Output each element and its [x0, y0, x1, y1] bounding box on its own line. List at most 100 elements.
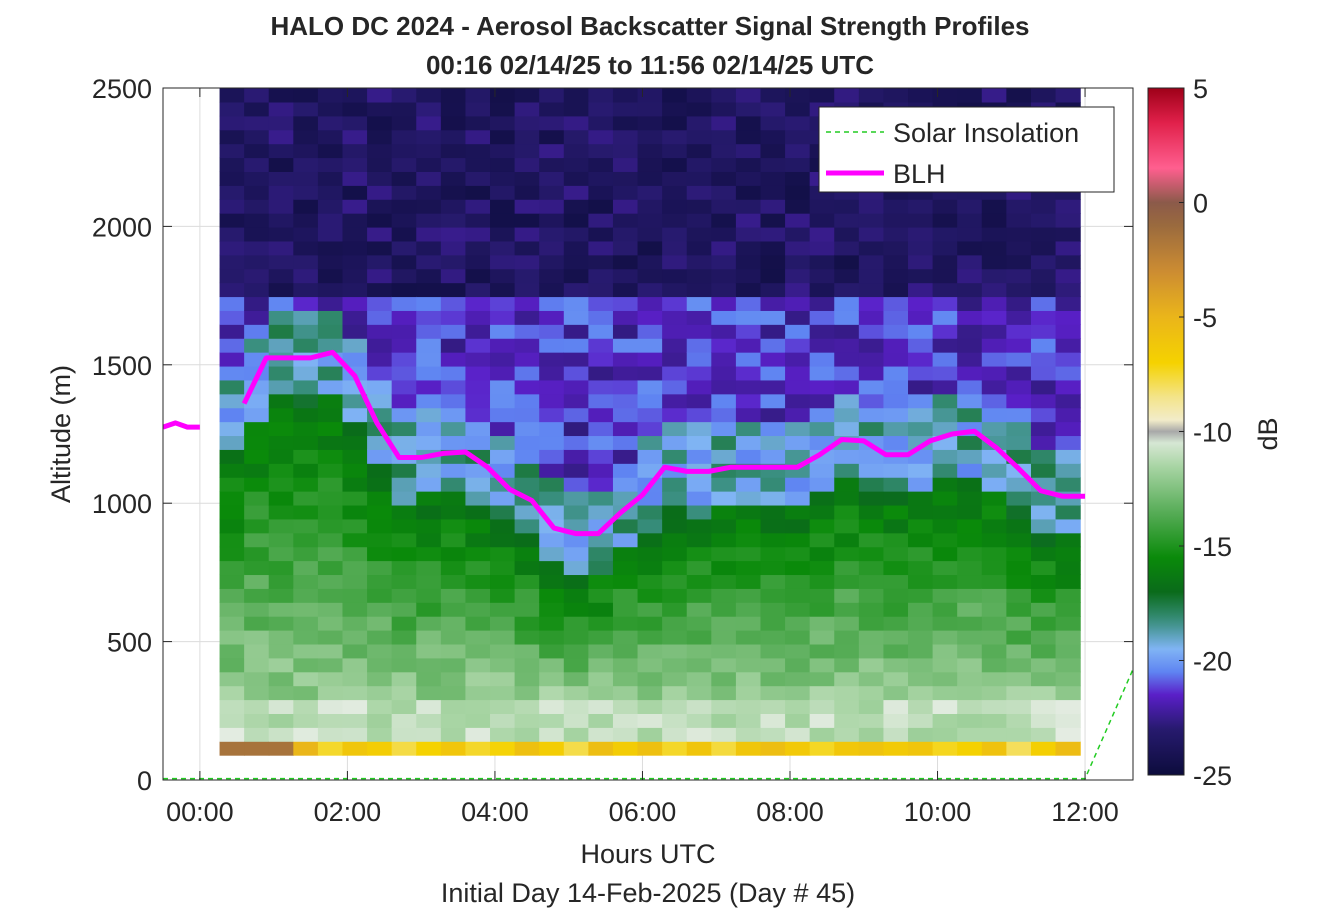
heatmap-cell [612, 226, 639, 242]
heatmap-cell [588, 532, 614, 548]
heatmap-cell [1006, 574, 1032, 589]
heatmap-cell [490, 240, 516, 256]
heatmap-cell [957, 671, 983, 687]
heatmap-cell [612, 643, 639, 659]
heatmap-cell [711, 532, 737, 548]
heatmap-cell [268, 449, 294, 464]
heatmap-cell [465, 101, 491, 117]
heatmap-cell [342, 574, 368, 589]
heatmap-cell [219, 713, 245, 728]
heatmap-cell [465, 213, 491, 228]
heatmap-cell [981, 504, 1007, 520]
heatmap-cell [834, 421, 860, 437]
heatmap-cell [514, 657, 540, 673]
heatmap-cell [342, 352, 368, 367]
heatmap-cell [686, 741, 712, 756]
heatmap-cell [1006, 741, 1032, 756]
heatmap-cell [244, 477, 270, 492]
heatmap-cell [735, 546, 762, 562]
heatmap-cell [932, 518, 958, 534]
heatmap-cell [1006, 338, 1032, 353]
heatmap-cell [539, 88, 565, 103]
heatmap-cell [342, 741, 368, 756]
heatmap-cell [834, 560, 860, 576]
heatmap-cell [465, 657, 491, 673]
heatmap-cell [440, 296, 467, 311]
heatmap-cell [588, 588, 614, 603]
heatmap-cell [342, 643, 368, 659]
heatmap-cell [244, 240, 270, 256]
x-tick-label: 08:00 [756, 797, 824, 827]
heatmap-cell [440, 630, 467, 645]
heatmap-cell [1055, 421, 1081, 437]
heatmap-cell [809, 699, 835, 714]
heatmap-cell [883, 463, 909, 478]
heatmap-cell [490, 115, 516, 131]
heatmap-cell [785, 616, 811, 631]
heatmap-cell [244, 393, 270, 409]
heatmap-cell [637, 88, 663, 103]
heatmap-cell [908, 546, 934, 562]
heatmap-cell [1055, 268, 1081, 284]
heatmap-cell [612, 435, 639, 450]
heatmap-cell [612, 574, 639, 589]
heatmap-cell [440, 240, 467, 256]
heatmap-cell [416, 532, 442, 548]
heatmap-cell [1030, 616, 1057, 631]
heatmap-cell [1006, 240, 1032, 256]
heatmap-cell [539, 435, 565, 450]
heatmap-cell [834, 254, 860, 270]
heatmap-cell [244, 324, 270, 339]
heatmap-cell [809, 254, 835, 270]
heatmap-cell [588, 407, 614, 423]
heatmap-cell [883, 685, 909, 701]
heatmap-cell [268, 226, 294, 242]
heatmap-cell [490, 213, 516, 228]
heatmap-cell [662, 504, 688, 520]
heatmap-cell [735, 643, 762, 659]
heatmap-cell [1030, 338, 1057, 353]
heatmap-cell [588, 560, 614, 576]
heatmap-cell [391, 421, 417, 437]
heatmap-cell [809, 574, 835, 589]
heatmap-cell [1006, 643, 1032, 659]
heatmap-cell [490, 449, 516, 464]
heatmap-cell [711, 699, 737, 714]
heatmap-cell [809, 282, 835, 298]
heatmap-cell [367, 268, 393, 284]
heatmap-cell [981, 213, 1007, 228]
heatmap-cell [391, 477, 417, 492]
heatmap-cell [317, 491, 344, 506]
heatmap-cell [514, 88, 540, 103]
heatmap-cell [317, 393, 344, 409]
heatmap-cell [612, 129, 639, 145]
heatmap-cell [612, 338, 639, 353]
heatmap-cell [662, 365, 688, 381]
heatmap-cell [612, 171, 639, 186]
heatmap-cell [637, 421, 663, 437]
colorbar-tick-label: -20 [1193, 647, 1232, 677]
heatmap-cell [244, 546, 270, 562]
heatmap-cell [293, 741, 319, 756]
heatmap-cell [440, 407, 467, 423]
heatmap-cell [317, 240, 344, 256]
heatmap-cell [711, 657, 737, 673]
heatmap-cell [1030, 504, 1057, 520]
heatmap-cell [858, 226, 885, 242]
heatmap-cell [686, 379, 712, 395]
heatmap-cell [588, 727, 614, 742]
heatmap-cell [1006, 296, 1032, 311]
heatmap-cell [785, 435, 811, 450]
heatmap-cell [957, 574, 983, 589]
heatmap-cell [219, 226, 245, 242]
heatmap-cell [957, 491, 983, 506]
heatmap-cell [686, 115, 712, 131]
heatmap-cell [1006, 477, 1032, 492]
heatmap-cell [760, 393, 786, 409]
heatmap-cell [588, 504, 614, 520]
heatmap-cell [391, 741, 417, 756]
heatmap-cell [981, 379, 1007, 395]
heatmap-cell [244, 310, 270, 325]
heatmap-cell [563, 268, 589, 284]
heatmap-cell [317, 226, 344, 242]
